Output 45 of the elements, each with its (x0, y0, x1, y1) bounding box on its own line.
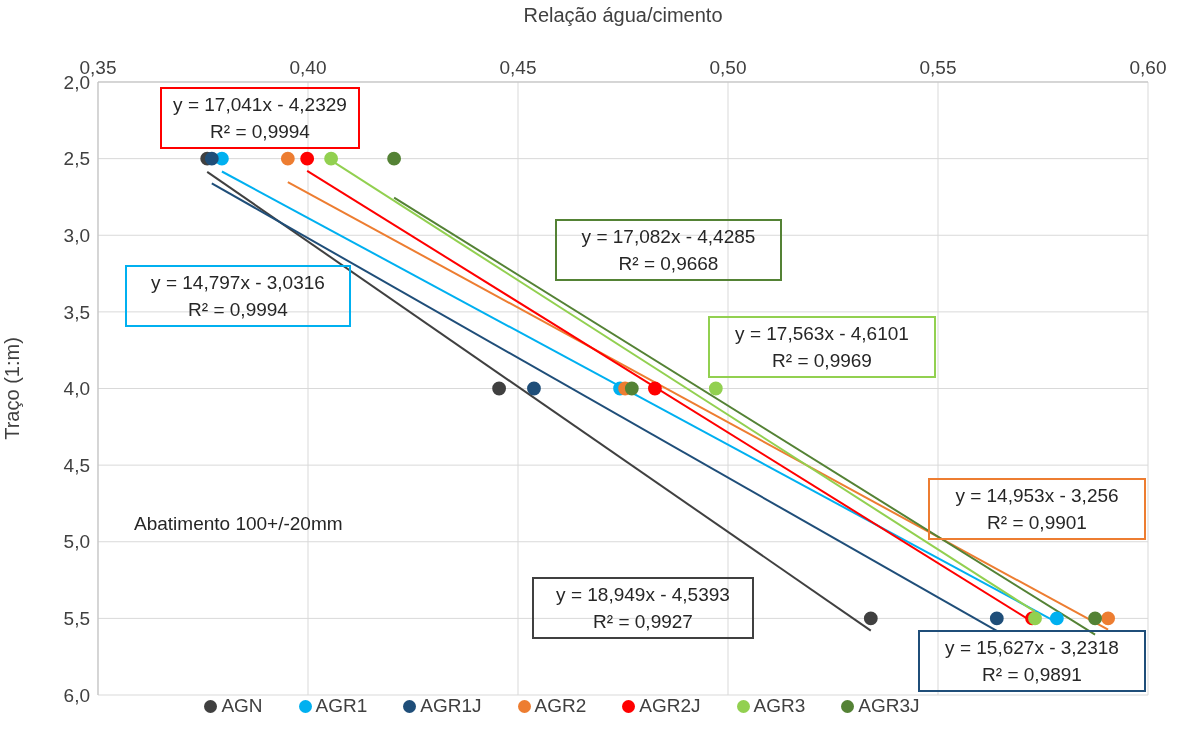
y-tick-label: 4,0 (63, 378, 90, 400)
annotation: y = 17,041x - 4,2329 R² = 0,9994 (160, 87, 360, 149)
y-tick-label: 4,5 (63, 454, 90, 476)
point (387, 151, 402, 166)
x-tick-label: 0,50 (709, 57, 747, 78)
legend-label: AGR2J (639, 695, 701, 716)
legend-label: AGR1J (420, 695, 482, 716)
point (204, 151, 219, 166)
point (648, 381, 662, 396)
y-tick-label: 6,0 (63, 684, 90, 706)
annotation: y = 17,563x - 4,6101 R² = 0,9969 (708, 316, 936, 378)
y-tick-label: 2,5 (63, 148, 90, 170)
y-tick-label: 5,5 (63, 608, 90, 630)
x-tick-label: 0,55 (919, 57, 957, 78)
legend-label: AGR2 (534, 695, 587, 716)
point (863, 611, 878, 626)
annotation: y = 17,082x - 4,4285 R² = 0,9668 (555, 219, 782, 281)
x-tick-label: 0,60 (1129, 57, 1167, 78)
x-tick-label: 0,45 (499, 57, 537, 78)
annotation: y = 18,949x - 4,5393 R² = 0,9927 (532, 577, 754, 639)
point (300, 151, 315, 166)
annotation: Abatimento 100+/-20mm (133, 512, 344, 536)
x-axis-title: Relação água/cimento (523, 4, 723, 27)
point (1101, 611, 1116, 626)
point (280, 151, 295, 166)
legend-label: AGR3 (753, 695, 806, 716)
y-tick-label: 3,0 (63, 224, 90, 246)
legend-label: AGN (221, 695, 263, 716)
annotation: y = 14,797x - 3,0316 R² = 0,9994 (125, 265, 351, 327)
annotation: y = 14,953x - 3,256 R² = 0,9901 (928, 478, 1146, 540)
point (527, 381, 541, 396)
y-axis-title: Traço (1:m) (1, 337, 24, 440)
point (492, 381, 507, 396)
point (1049, 611, 1064, 626)
y-tick-label: 3,5 (63, 301, 90, 323)
point (624, 381, 639, 396)
y-tick-label: 5,0 (63, 531, 90, 553)
point (708, 381, 723, 396)
point (1088, 611, 1102, 626)
legend-label: AGR1 (315, 695, 368, 716)
point (324, 151, 339, 166)
annotation: y = 15,627x - 3,2318 R² = 0,9891 (918, 630, 1146, 692)
x-tick-label: 0,40 (289, 57, 327, 78)
legend-label: AGR3J (858, 695, 920, 716)
point (989, 611, 1004, 626)
